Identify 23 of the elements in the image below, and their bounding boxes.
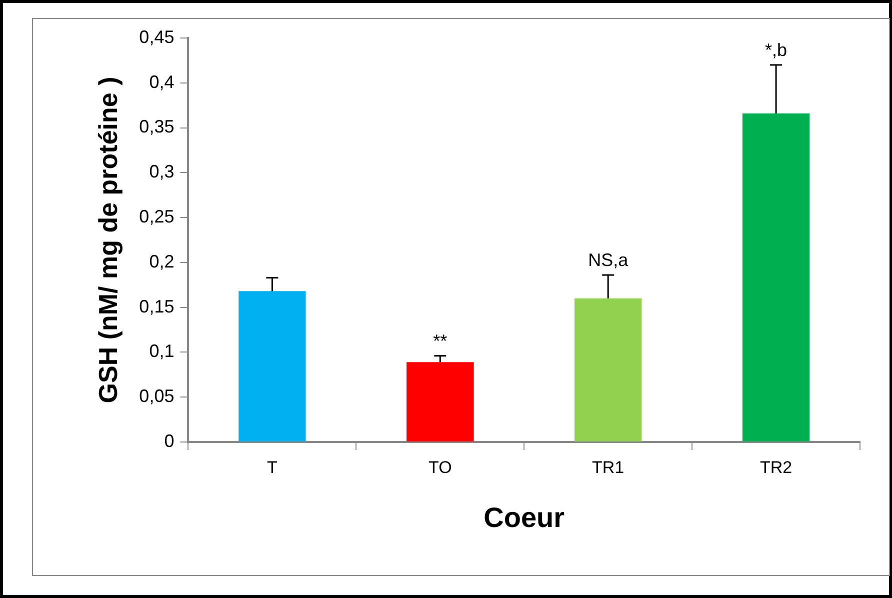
y-tick-label: 0	[164, 430, 174, 451]
x-tick-label: T	[267, 458, 278, 477]
y-tick-label: 0,25	[139, 206, 174, 227]
x-tick-label: TR2	[760, 458, 792, 477]
data-label: NS,a	[588, 250, 630, 270]
x-axis-title: Coeur	[484, 502, 565, 533]
y-tick-label: 0,15	[139, 296, 174, 316]
y-axis-title: GSH (nM/ mg de protéine )	[92, 76, 123, 404]
data-label: **	[433, 330, 448, 351]
x-tick-label: TR1	[592, 458, 624, 477]
y-tick-label: 0,1	[149, 341, 174, 362]
bar	[742, 113, 810, 442]
y-tick-label: 0,45	[139, 26, 174, 47]
bar	[238, 291, 306, 442]
data-label: *,b	[765, 40, 788, 60]
y-tick-label: 0,2	[149, 251, 174, 272]
y-tick-label: 0,35	[139, 116, 174, 137]
y-tick-label: 0,05	[139, 386, 174, 406]
y-tick-label: 0,3	[149, 162, 174, 182]
y-tick-label: 0,4	[149, 72, 174, 92]
bar	[574, 298, 642, 442]
x-tick-label: TO	[428, 458, 452, 477]
bar	[406, 362, 474, 442]
